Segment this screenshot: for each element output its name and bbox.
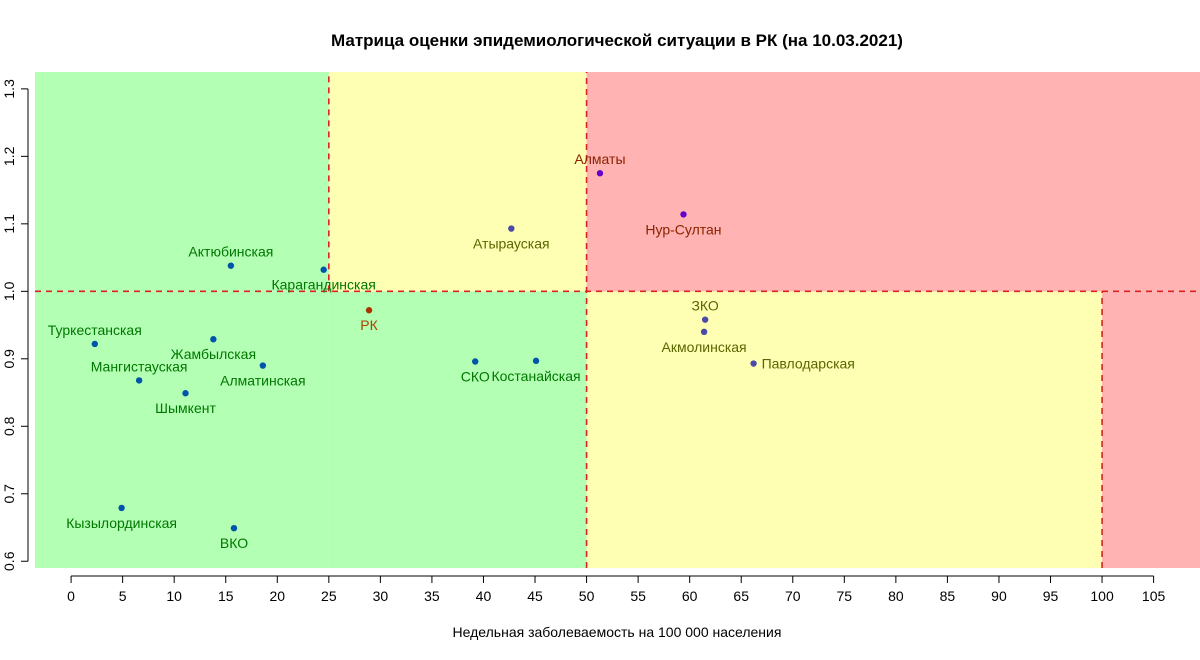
data-point-label: Шымкент xyxy=(155,400,216,416)
x-tick-label: 55 xyxy=(630,588,646,604)
data-point xyxy=(227,262,235,269)
data-point-label: Мангистауская xyxy=(91,358,188,374)
data-point-label: Актюбинская xyxy=(188,244,273,260)
data-point xyxy=(91,340,98,348)
data-point xyxy=(365,307,373,314)
zone-1 xyxy=(35,72,329,292)
data-point-label: Павлодарская xyxy=(762,356,855,372)
data-point-label: Карагандинская xyxy=(271,277,375,293)
zone-3 xyxy=(328,72,587,292)
zone-0 xyxy=(35,291,329,568)
x-tick-label: 15 xyxy=(218,588,234,604)
y-tick-label: 0.7 xyxy=(1,484,17,504)
x-axis-label: Недельная заболеваемость на 100 000 насе… xyxy=(453,624,782,640)
data-point-label: Кызылординская xyxy=(66,515,177,531)
data-point-label: ЗКО xyxy=(691,298,718,314)
zone-5 xyxy=(586,72,1200,292)
x-tick-label: 100 xyxy=(1090,588,1114,604)
data-point-label: РК xyxy=(360,317,378,333)
risk-zones xyxy=(35,72,1200,568)
data-point xyxy=(259,362,267,369)
x-tick-label: 75 xyxy=(837,588,853,604)
data-point-label: Атырауская xyxy=(473,236,550,252)
x-tick-label: 40 xyxy=(476,588,492,604)
data-point xyxy=(700,328,708,336)
x-tick-label: 80 xyxy=(888,588,904,604)
y-tick-label: 0.6 xyxy=(1,551,17,571)
x-tick-label: 60 xyxy=(682,588,698,604)
x-tick-label: 45 xyxy=(527,588,543,604)
data-point xyxy=(320,266,327,273)
data-point xyxy=(135,377,143,384)
data-point-label: Алматы xyxy=(574,151,625,167)
data-points: Алматы Нур-Султан Атырауская Актюбинская Кар… xyxy=(48,151,855,551)
data-point xyxy=(596,170,604,177)
data-point-label: Акмолинская xyxy=(662,339,747,355)
axes: 0 5 10 15 20 25 30 35 40 45 50 55 60 65 70 75 80 85 90 95 10… xyxy=(1,79,1165,604)
data-point xyxy=(750,360,757,367)
x-tick-label: 20 xyxy=(269,588,285,604)
y-tick-label: 1.3 xyxy=(1,79,17,99)
chart-title: Матрица оценки эпидемиологической ситуац… xyxy=(331,31,903,50)
y-tick-label: 1.0 xyxy=(1,281,17,301)
data-point xyxy=(182,390,189,397)
x-tick-label: 70 xyxy=(785,588,801,604)
data-point-label: Туркестанская xyxy=(48,322,142,338)
y-tick-label: 1.2 xyxy=(1,146,17,166)
y-tick-label: 0.9 xyxy=(1,349,17,369)
data-point xyxy=(210,336,217,343)
data-point-label: Алматинская xyxy=(220,373,305,389)
data-point xyxy=(532,357,540,365)
data-point-label: Нур-Султан xyxy=(645,221,721,237)
x-tick-label: 95 xyxy=(1043,588,1059,604)
data-point xyxy=(508,225,515,232)
zone-2 xyxy=(328,291,587,568)
x-tick-label: 0 xyxy=(67,588,75,604)
x-tick-label: 30 xyxy=(373,588,389,604)
y-tick-label: 1.1 xyxy=(1,214,17,234)
x-tick-label: 65 xyxy=(733,588,749,604)
x-tick-label: 90 xyxy=(991,588,1007,604)
data-point xyxy=(701,316,709,323)
data-point-label: Жамбылская xyxy=(171,346,256,362)
x-tick-label: 105 xyxy=(1142,588,1166,604)
x-tick-label: 35 xyxy=(424,588,440,604)
data-point xyxy=(472,358,479,365)
data-point-label: СКО xyxy=(461,369,490,385)
y-tick-label: 0.8 xyxy=(1,416,17,436)
data-point xyxy=(680,211,687,218)
zone-4 xyxy=(586,291,1103,568)
data-point-label: Костанайская xyxy=(491,368,580,384)
data-point-label: ВКО xyxy=(220,535,248,551)
x-tick-label: 85 xyxy=(940,588,956,604)
x-tick-label: 25 xyxy=(321,588,337,604)
data-point xyxy=(118,504,125,512)
threshold-lines xyxy=(35,72,1200,568)
data-point xyxy=(230,524,238,532)
x-tick-label: 50 xyxy=(579,588,595,604)
x-tick-label: 10 xyxy=(166,588,182,604)
zone-6 xyxy=(1102,291,1200,568)
x-tick-label: 5 xyxy=(119,588,127,604)
